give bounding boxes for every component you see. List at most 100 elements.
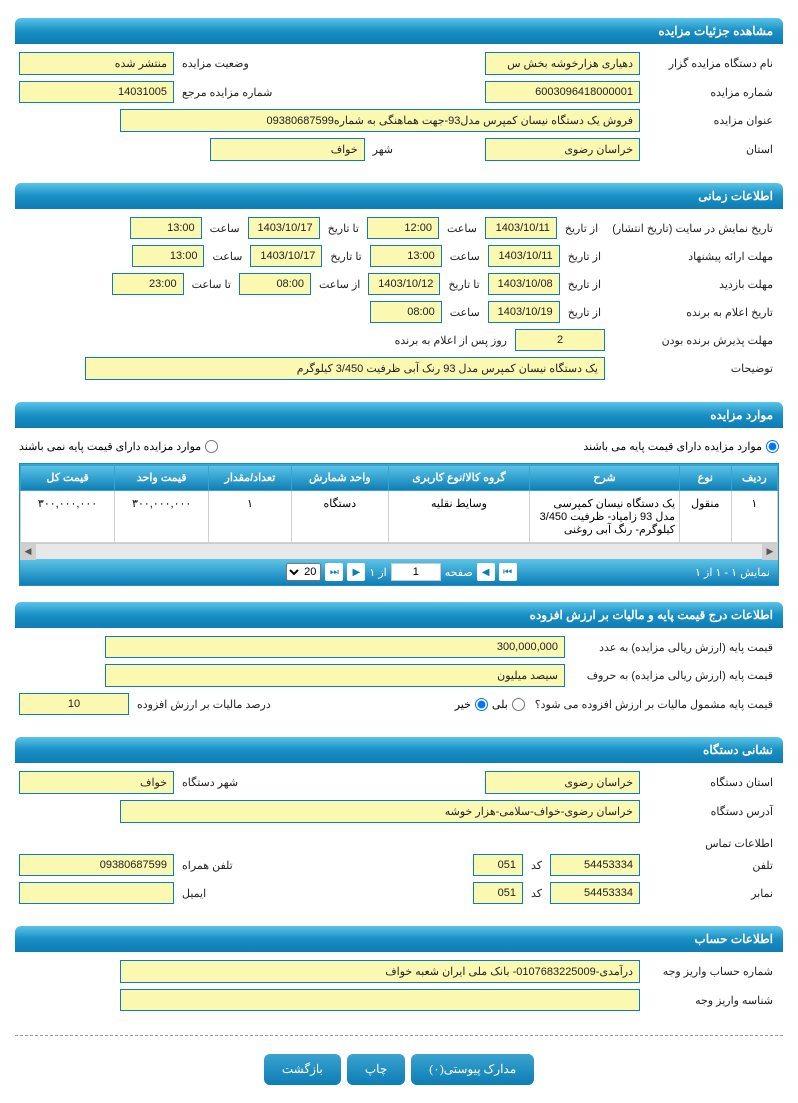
vat-pct-label: درصد مالیات بر ارزش افزوده: [133, 694, 275, 715]
from-label-2: از تاریخ: [564, 246, 605, 267]
cell-idx: ۱: [731, 491, 777, 543]
province-value: خراسان رضوی: [485, 138, 640, 161]
visit-to: 1403/10/12: [368, 273, 440, 295]
pager-prev-button[interactable]: ◀: [477, 563, 495, 581]
items-body: موارد مزایده دارای قیمت پایه می باشند مو…: [15, 428, 783, 594]
base-num-label: قیمت پایه (ارزش ریالی مزایده) به عدد: [569, 637, 779, 658]
announce-label: تاریخ اعلام به برنده: [609, 302, 779, 323]
time-body: تاریخ نمایش در سایت (تاریخ انتشار) از تا…: [15, 209, 783, 394]
radio-no-input[interactable]: [205, 440, 218, 453]
email-label: ایمیل: [178, 883, 210, 904]
print-button[interactable]: چاپ: [347, 1054, 405, 1085]
phone-label: تلفن: [644, 855, 779, 876]
code-label-2: کد: [527, 883, 546, 904]
cell-desc: یک دستگاه نیسان کمپرسی مدل 93 زامیاد- ظر…: [530, 491, 680, 543]
auction-no-value: 6003096418000001: [485, 81, 640, 103]
cell-type: منقول: [680, 491, 732, 543]
separator: [15, 1035, 783, 1036]
to-label-1: تا تاریخ: [324, 218, 363, 239]
acc-id-value: [120, 989, 640, 1011]
vat-yes[interactable]: بلی: [492, 698, 525, 711]
section-header-org: نشانی دستگاه: [15, 737, 783, 763]
hour-label-2: ساعت: [206, 218, 244, 239]
notes-label: توضیحات: [609, 358, 779, 379]
mobile-label: تلفن همراه: [178, 855, 237, 876]
offer-from: 1403/10/11: [488, 245, 560, 267]
title-label: عنوان مزایده: [644, 110, 779, 131]
attachments-button[interactable]: مدارک پیوستی(۰): [411, 1054, 534, 1085]
radio-no-label: موارد مزایده دارای قیمت پایه نمی باشند: [19, 440, 201, 453]
title-value: فروش یک دستگاه نیسان کمپرس مدل93-جهت هما…: [120, 109, 640, 132]
col-unit: واحد شمارش: [291, 465, 388, 491]
org-city-value: خواف: [19, 771, 174, 794]
mobile-value: 09380687599: [19, 854, 174, 876]
col-desc: شرح: [530, 465, 680, 491]
auction-no-label: شماره مزایده: [644, 82, 779, 103]
vat-no-label: خیر: [455, 698, 471, 711]
org-body: استان دستگاه خراسان رضوی شهر دستگاه خواف…: [15, 763, 783, 918]
section-header-items: موارد مزایده: [15, 402, 783, 428]
city-label: شهر: [369, 139, 397, 160]
from-hour-label: از ساعت: [315, 274, 364, 295]
table-scrollbar[interactable]: ▶ ◀: [20, 543, 778, 559]
phone-value: 54453334: [550, 854, 640, 876]
table-pager: نمایش ۱ - ۱ از ۱ ⏮ ◀ صفحه از ۱ ▶ ⏭ 20: [20, 559, 778, 585]
notes-value: یک دستگاه نیسان کمپرس مدل 93 رنک آبی ظرف…: [85, 357, 605, 380]
ref-no-label: شماره مزایده مرجع: [178, 82, 276, 103]
city-value: خواف: [210, 138, 365, 161]
acc-value: درآمدی-0107683225009- بانک ملی ایران شعب…: [120, 960, 640, 983]
to-label-2: تا تاریخ: [326, 246, 365, 267]
pager-last-button[interactable]: ⏭: [325, 563, 343, 581]
table-header-row: ردیف نوع شرح گروه کالا/نوع کاربری واحد ش…: [21, 465, 778, 491]
display-to-h: 13:00: [130, 217, 202, 239]
status-label: وضعیت مزایده: [178, 53, 253, 74]
visit-from-h: 08:00: [239, 273, 311, 295]
to-hour-label: تا ساعت: [188, 274, 235, 295]
radio-no-price[interactable]: موارد مزایده دارای قیمت پایه نمی باشند: [19, 440, 218, 453]
pager-next-button[interactable]: ▶: [347, 563, 365, 581]
scroll-right-icon[interactable]: ▶: [762, 544, 778, 560]
radio-has-input[interactable]: [766, 440, 779, 453]
org-addr-value: خراسان رضوی-خواف-سلامی-هزار خوشه: [120, 800, 640, 823]
vat-yes-input[interactable]: [512, 698, 525, 711]
to-label-3: تا تاریخ: [444, 274, 483, 295]
scroll-left-icon[interactable]: ◀: [20, 544, 36, 560]
cell-price: ۳۰۰,۰۰۰,۰۰۰: [115, 491, 209, 543]
col-total: قیمت کل: [21, 465, 115, 491]
col-idx: ردیف: [731, 465, 777, 491]
pager-size-select[interactable]: 20: [286, 563, 321, 581]
vat-yes-label: بلی: [492, 698, 508, 711]
acc-id-label: شناسه واریز وجه: [644, 990, 779, 1011]
table-row[interactable]: ۱ منقول یک دستگاه نیسان کمپرسی مدل 93 زا…: [21, 491, 778, 543]
cell-unit: دستگاه: [291, 491, 388, 543]
accept-suffix: روز پس از اعلام به برنده: [391, 330, 511, 351]
ref-no-value: 14031005: [19, 81, 174, 103]
pager-page-input[interactable]: [391, 563, 441, 581]
email-value: [19, 882, 174, 904]
radio-has-price[interactable]: موارد مزایده دارای قیمت پایه می باشند: [583, 440, 779, 453]
org-value: دهیاری هزارخوشه بخش س: [485, 52, 640, 75]
back-button[interactable]: بازگشت: [264, 1054, 341, 1085]
hour-label-1: ساعت: [443, 218, 481, 239]
items-table-wrap: ردیف نوع شرح گروه کالا/نوع کاربری واحد ش…: [19, 463, 779, 586]
base-txt-label: قیمت پایه (ارزش ریالی مزایده) به حروف: [569, 665, 779, 686]
vat-q-label: قیمت پایه مشمول مالیات بر ارزش افزوده می…: [529, 694, 779, 715]
display-to: 1403/10/17: [248, 217, 320, 239]
hour-label-5: ساعت: [446, 302, 484, 323]
status-value: منتشر شده: [19, 52, 174, 75]
display-from: 1403/10/11: [485, 217, 557, 239]
pager-first-button[interactable]: ⏮: [499, 563, 517, 581]
announce-h: 08:00: [370, 301, 442, 323]
items-table: ردیف نوع شرح گروه کالا/نوع کاربری واحد ش…: [20, 464, 778, 543]
visit-label: مهلت بازدید: [609, 274, 779, 295]
col-group: گروه کالا/نوع کاربری: [388, 465, 529, 491]
section-header-price: اطلاعات درج قیمت پایه و مالیات بر ارزش ا…: [15, 602, 783, 628]
accept-value: 2: [515, 329, 605, 351]
province-label: استان: [644, 139, 779, 160]
vat-no[interactable]: خیر: [455, 698, 488, 711]
accept-label: مهلت پذیرش برنده بودن: [609, 330, 779, 351]
vat-no-input[interactable]: [475, 698, 488, 711]
code-value: 051: [473, 854, 523, 876]
cell-group: وسایط نقلیه: [388, 491, 529, 543]
contact-title: اطلاعات تماس: [19, 829, 779, 854]
